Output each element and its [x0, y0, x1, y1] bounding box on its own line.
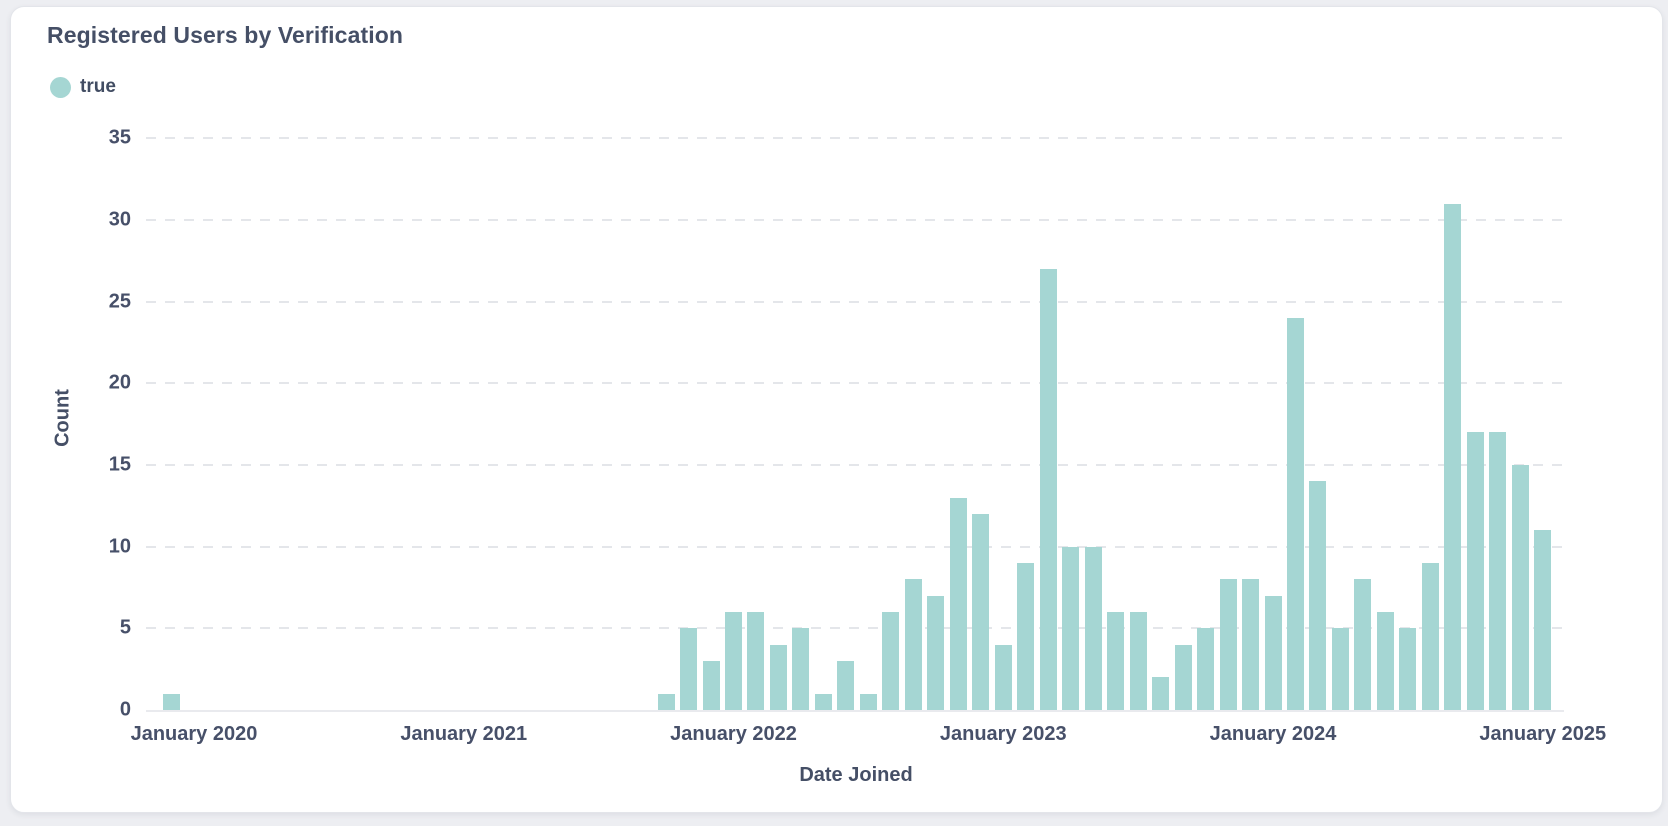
bar-2024-11[interactable] [1489, 432, 1507, 710]
x-tick-january-2020: January 2020 [130, 723, 258, 745]
x-tick-january-2025: January 2025 [1479, 723, 1607, 745]
x-tick-january-2023: January 2023 [939, 723, 1067, 745]
bar-2023-07[interactable] [1129, 612, 1147, 710]
chart-card: Registered Users by Verification true 0 5… [10, 6, 1663, 813]
y-axis-title: Count [51, 389, 74, 447]
gridline-30 [146, 219, 1564, 222]
gridline-20 [146, 382, 1564, 385]
bar-2022-02[interactable] [747, 612, 765, 710]
bar-2021-10[interactable] [657, 694, 675, 710]
bar-2022-09[interactable] [904, 579, 922, 710]
bar-2023-04[interactable] [1062, 547, 1080, 710]
bar-2024-01[interactable] [1264, 596, 1282, 710]
y-tick-10: 10 [108, 535, 131, 558]
bar-2023-11[interactable] [1219, 579, 1237, 710]
legend-label: true [80, 76, 116, 97]
gridline-5 [146, 627, 1564, 630]
bar-2022-04[interactable] [792, 628, 810, 710]
x-tick-january-2024: January 2024 [1209, 723, 1337, 745]
bar-2023-05[interactable] [1084, 547, 1102, 710]
bar-2024-02[interactable] [1287, 318, 1304, 710]
bar-2024-05[interactable] [1354, 579, 1372, 710]
x-tick-january-2021: January 2021 [400, 723, 528, 745]
bar-2023-12[interactable] [1242, 579, 1260, 710]
bar-2024-12[interactable] [1511, 465, 1529, 710]
bar-2022-06[interactable] [837, 661, 855, 710]
gridline-35 [146, 137, 1564, 140]
bar-2021-12[interactable] [702, 661, 720, 710]
x-tick-january-2022: January 2022 [670, 723, 797, 745]
gridline-25 [146, 300, 1564, 303]
gridline-15 [146, 464, 1564, 467]
y-tick-30: 30 [108, 208, 131, 231]
legend-item-true[interactable]: true [50, 76, 116, 98]
bar-2023-10[interactable] [1197, 628, 1215, 710]
bar-2022-05[interactable] [814, 694, 832, 710]
bar-2021-11[interactable] [680, 628, 698, 710]
x-axis-title: Date Joined [799, 764, 913, 786]
bar-2022-03[interactable] [769, 645, 787, 710]
bar-2023-08[interactable] [1152, 677, 1170, 710]
plot-area: 0 5 10 15 20 25 30 35 January 2020 January 2021 Ja… [11, 7, 1662, 812]
bar-2019-12[interactable] [163, 694, 180, 710]
bar-2022-01[interactable] [725, 612, 742, 710]
bar-2022-12[interactable] [972, 514, 990, 710]
bar-2024-09[interactable] [1444, 204, 1462, 710]
bar-2023-01[interactable] [994, 645, 1012, 710]
bar-2024-07[interactable] [1399, 628, 1417, 710]
bar-2023-06[interactable] [1107, 612, 1125, 710]
y-tick-25: 25 [108, 290, 131, 313]
bar-2023-02[interactable] [1017, 563, 1035, 710]
bar-2024-10[interactable] [1466, 432, 1484, 710]
bar-2022-10[interactable] [927, 596, 945, 710]
bar-2022-07[interactable] [859, 694, 877, 710]
bar-2023-03[interactable] [1039, 269, 1057, 710]
x-axis-line [146, 710, 1564, 712]
gridline-10 [146, 545, 1564, 548]
bar-2023-09[interactable] [1174, 645, 1192, 710]
y-tick-35: 35 [108, 126, 131, 149]
legend-swatch-icon [50, 76, 71, 98]
bar-2022-11[interactable] [949, 498, 967, 710]
bar-2022-08[interactable] [882, 612, 900, 710]
y-tick-15: 15 [108, 453, 131, 476]
bar-2024-08[interactable] [1421, 563, 1439, 710]
y-tick-5: 5 [119, 616, 131, 639]
y-tick-0: 0 [119, 698, 131, 721]
chart-title: Registered Users by Verification [47, 22, 404, 48]
bar-2024-03[interactable] [1309, 481, 1327, 710]
y-tick-20: 20 [108, 371, 131, 394]
bar-2024-04[interactable] [1331, 628, 1349, 710]
bar-2025-01[interactable] [1534, 530, 1552, 710]
bar-2024-06[interactable] [1376, 612, 1394, 710]
